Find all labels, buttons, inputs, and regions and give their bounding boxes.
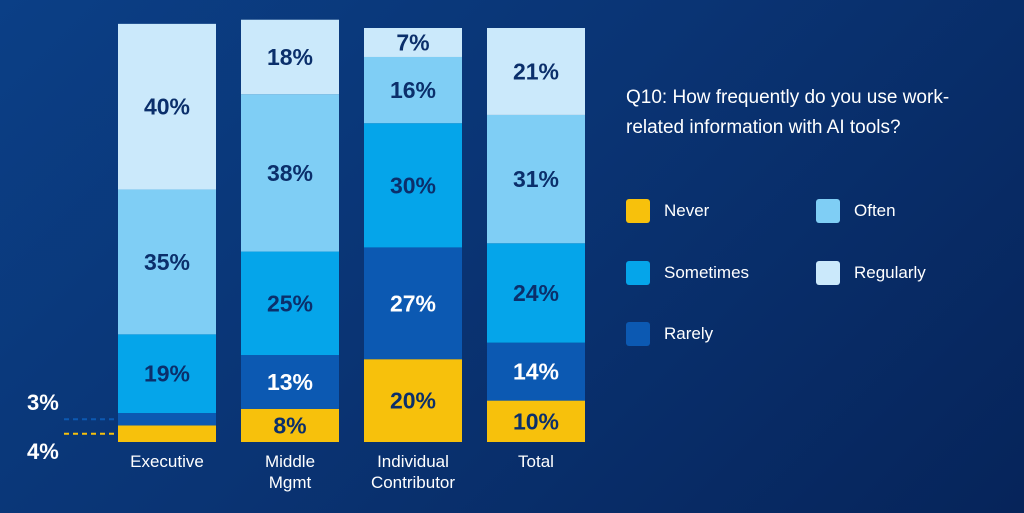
legend-label-rarely: Rarely (664, 324, 714, 343)
data-label: 38% (267, 160, 313, 186)
legend-item-regularly: Regularly (816, 261, 926, 285)
data-label: 4% (27, 439, 59, 464)
bar-segment-rarely (118, 413, 216, 426)
bar-segment-never (118, 425, 216, 442)
data-label: 31% (513, 166, 559, 192)
legend-swatch-regularly (816, 261, 840, 285)
bar-segment-regularly (118, 23, 216, 190)
data-label: 35% (144, 249, 190, 275)
data-label: 3% (27, 390, 59, 415)
bar-segment-regularly (364, 28, 462, 57)
bar-segment-rarely (241, 355, 339, 409)
data-label: 20% (390, 388, 436, 414)
legend-label-often: Often (854, 201, 896, 220)
bar-segment-sometimes (241, 251, 339, 356)
data-label: 18% (267, 44, 313, 70)
data-label: 10% (513, 408, 559, 434)
bar-segment-never (241, 408, 339, 442)
legend-swatch-sometimes (626, 261, 650, 285)
bar-segment-often (241, 94, 339, 252)
bar-segment-regularly (241, 19, 339, 95)
category-label: Middle (265, 452, 315, 471)
legend-item-rarely: Rarely (626, 322, 713, 346)
legend-item-often: Often (816, 199, 896, 223)
data-label: 7% (396, 29, 429, 55)
data-label: 24% (513, 280, 559, 306)
legend-item-sometimes: Sometimes (626, 261, 749, 285)
data-label: 25% (267, 290, 313, 316)
legend-swatch-rarely (626, 322, 650, 346)
category-label: Individual (377, 452, 449, 471)
bar-segment-sometimes (364, 123, 462, 248)
category-label: Mgmt (269, 473, 312, 492)
bar-segment-sometimes (118, 334, 216, 414)
data-label: 27% (390, 290, 436, 316)
legend-swatch-never (626, 199, 650, 223)
data-label: 40% (144, 94, 190, 120)
bar-segment-regularly (487, 28, 585, 115)
data-label: 13% (267, 369, 313, 395)
legend-label-sometimes: Sometimes (664, 263, 750, 282)
legend-item-never: Never (626, 199, 709, 223)
legend-label-regularly: Regularly (854, 263, 926, 282)
bar-segment-never (487, 400, 585, 442)
bar-segment-rarely (364, 247, 462, 360)
data-label: 21% (513, 58, 559, 84)
chart-title: Q10: How frequently do you use work-rela… (626, 87, 950, 138)
legend-swatch-often (816, 199, 840, 223)
bar-segment-often (487, 114, 585, 244)
data-label: 19% (144, 361, 190, 387)
bar-segment-never (364, 359, 462, 442)
category-label: Executive (130, 452, 204, 471)
legend-label-never: Never (664, 201, 710, 220)
bar-segment-often (118, 189, 216, 335)
data-label: 30% (390, 172, 436, 198)
data-label: 14% (513, 359, 559, 385)
bar-segment-often (364, 56, 462, 124)
category-label: Contributor (371, 473, 455, 492)
data-label: 8% (273, 412, 306, 438)
bar-segment-rarely (487, 342, 585, 401)
category-label: Total (518, 452, 554, 471)
data-label: 16% (390, 77, 436, 103)
bar-segment-sometimes (487, 243, 585, 343)
